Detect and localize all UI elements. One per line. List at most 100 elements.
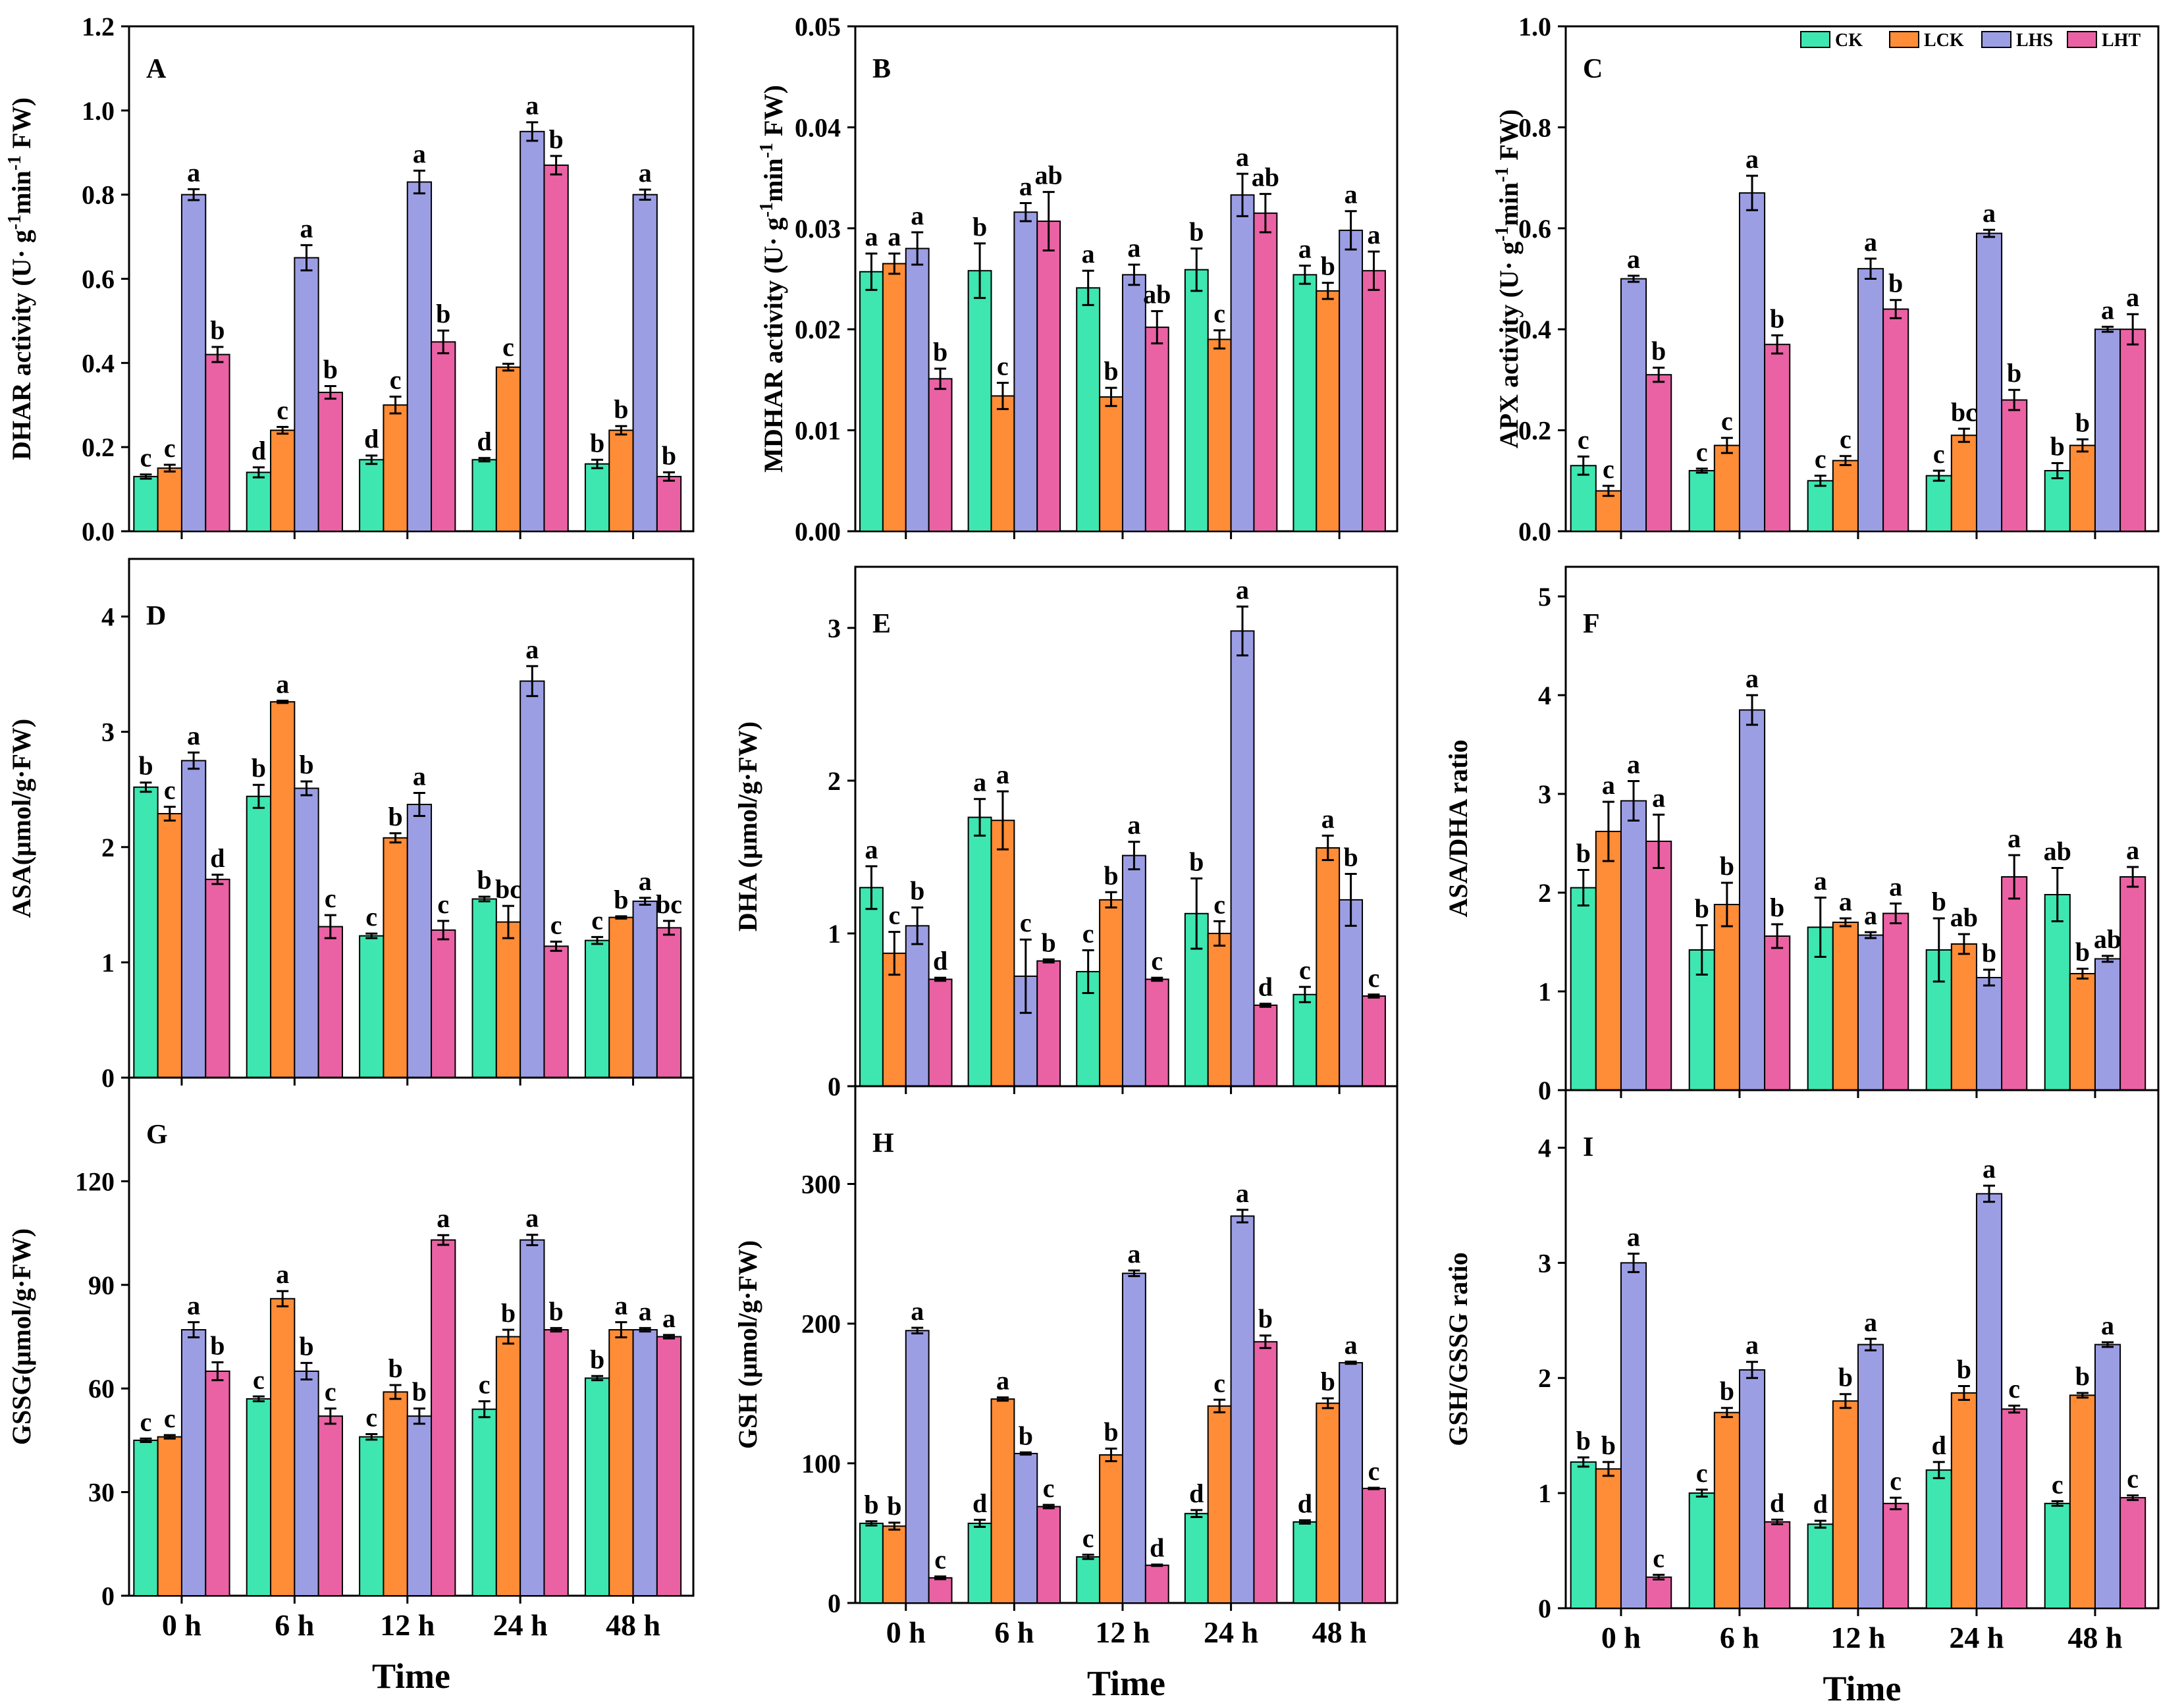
bar: [1975, 977, 2003, 1091]
y-tick-label: 3: [828, 614, 841, 643]
significance-letter: a: [2101, 295, 2114, 325]
significance-letter: a: [525, 635, 539, 664]
significance-letter: b: [1601, 1430, 1616, 1460]
significance-letter: a: [1236, 575, 1249, 604]
x-tick-label: 48 h: [1312, 1615, 1367, 1649]
bar: [1620, 800, 1647, 1091]
significance-letter: a: [1236, 1178, 1249, 1208]
x-tick-label: 48 h: [606, 1608, 660, 1642]
significance-letter: c: [1653, 1543, 1665, 1573]
significance-letter: c: [164, 433, 176, 463]
x-tick-label: 48 h: [2067, 1621, 2122, 1654]
bar: [519, 130, 545, 532]
bar: [1570, 1461, 1597, 1609]
significance-letter: a: [1127, 810, 1140, 840]
bar: [1882, 308, 1909, 532]
bar: [1975, 232, 2003, 532]
panel-letter: H: [872, 1128, 894, 1159]
x-tick-label: 12 h: [1830, 1621, 1885, 1654]
x-tick-label: 24 h: [1204, 1615, 1258, 1649]
significance-letter: b: [548, 1296, 563, 1326]
bar: [1713, 444, 1740, 532]
bar: [1253, 212, 1278, 532]
bar: [1207, 932, 1232, 1087]
y-tick-label: 0.4: [1518, 315, 1551, 344]
significance-letter: a: [1602, 770, 1615, 800]
bar: [1882, 1502, 1909, 1609]
bar: [990, 820, 1015, 1087]
bar: [1230, 630, 1255, 1087]
bar: [471, 1408, 497, 1596]
significance-letter: c: [277, 395, 288, 425]
legend-swatch: [1800, 31, 1830, 48]
bar: [882, 1525, 907, 1604]
bar: [1144, 1564, 1169, 1604]
significance-letter: a: [888, 222, 901, 251]
bar: [1253, 1005, 1278, 1087]
significance-letter: a: [865, 222, 878, 251]
legend: CK LCK LHS LHT: [1800, 30, 2141, 51]
significance-letter: a: [1321, 804, 1335, 833]
significance-letter: b: [412, 1377, 427, 1407]
panel-letter: F: [1583, 609, 1600, 639]
bar: [632, 1329, 658, 1597]
bar: [2044, 894, 2071, 1091]
significance-letter: c: [1840, 425, 1851, 454]
significance-letter: b: [388, 1353, 402, 1383]
significance-letter: b: [477, 865, 492, 895]
panel-letter: E: [872, 609, 891, 639]
bar: [859, 1523, 884, 1604]
bar: [133, 786, 159, 1078]
bar: [431, 1239, 456, 1597]
bar: [1950, 943, 1977, 1091]
significance-letter: a: [437, 1203, 450, 1233]
bar: [383, 404, 408, 532]
bar: [1832, 922, 1859, 1091]
bar: [1764, 1521, 1791, 1609]
significance-letter: a: [2126, 835, 2139, 865]
bar: [1857, 1344, 1884, 1609]
significance-letter: c: [934, 1545, 946, 1575]
significance-letter: b: [887, 1491, 901, 1521]
legend-label: CK: [1835, 30, 1863, 51]
significance-letter: c: [365, 1402, 377, 1432]
y-tick-label: 3: [1538, 779, 1551, 809]
bar: [990, 1398, 1015, 1604]
significance-letter: a: [639, 1296, 652, 1326]
significance-letter: b: [388, 802, 402, 831]
significance-letter: b: [1888, 269, 1903, 298]
significance-letter: b: [1720, 851, 1734, 881]
bar: [246, 1398, 272, 1596]
y-tick-label: 1.0: [82, 96, 115, 126]
significance-letter: b: [1770, 303, 1784, 333]
bar: [180, 1329, 207, 1597]
y-tick-label: 0.0: [82, 517, 115, 546]
bar: [608, 1329, 634, 1597]
significance-letter: a: [1127, 233, 1140, 263]
significance-letter: b: [1042, 928, 1056, 957]
significance-letter: a: [2101, 1311, 2114, 1340]
bar: [2001, 1408, 2028, 1609]
significance-letter: b: [1838, 1363, 1853, 1392]
bar: [1570, 887, 1597, 1091]
significance-letter: c: [1603, 454, 1614, 484]
significance-letter: c: [1721, 406, 1733, 436]
bar: [656, 1336, 682, 1596]
bar: [543, 945, 569, 1078]
significance-letter: b: [614, 885, 628, 914]
y-tick-label: 0.8: [82, 180, 115, 210]
significance-letter: b: [614, 394, 628, 424]
bar: [1595, 490, 1622, 533]
bar: [157, 1436, 182, 1596]
significance-letter: b: [1104, 1417, 1118, 1447]
bar: [859, 887, 884, 1087]
bar: [1316, 847, 1341, 1088]
x-tick-label: 12 h: [1095, 1615, 1150, 1649]
significance-letter: b: [1957, 1354, 1971, 1384]
significance-letter: b: [299, 1331, 313, 1361]
